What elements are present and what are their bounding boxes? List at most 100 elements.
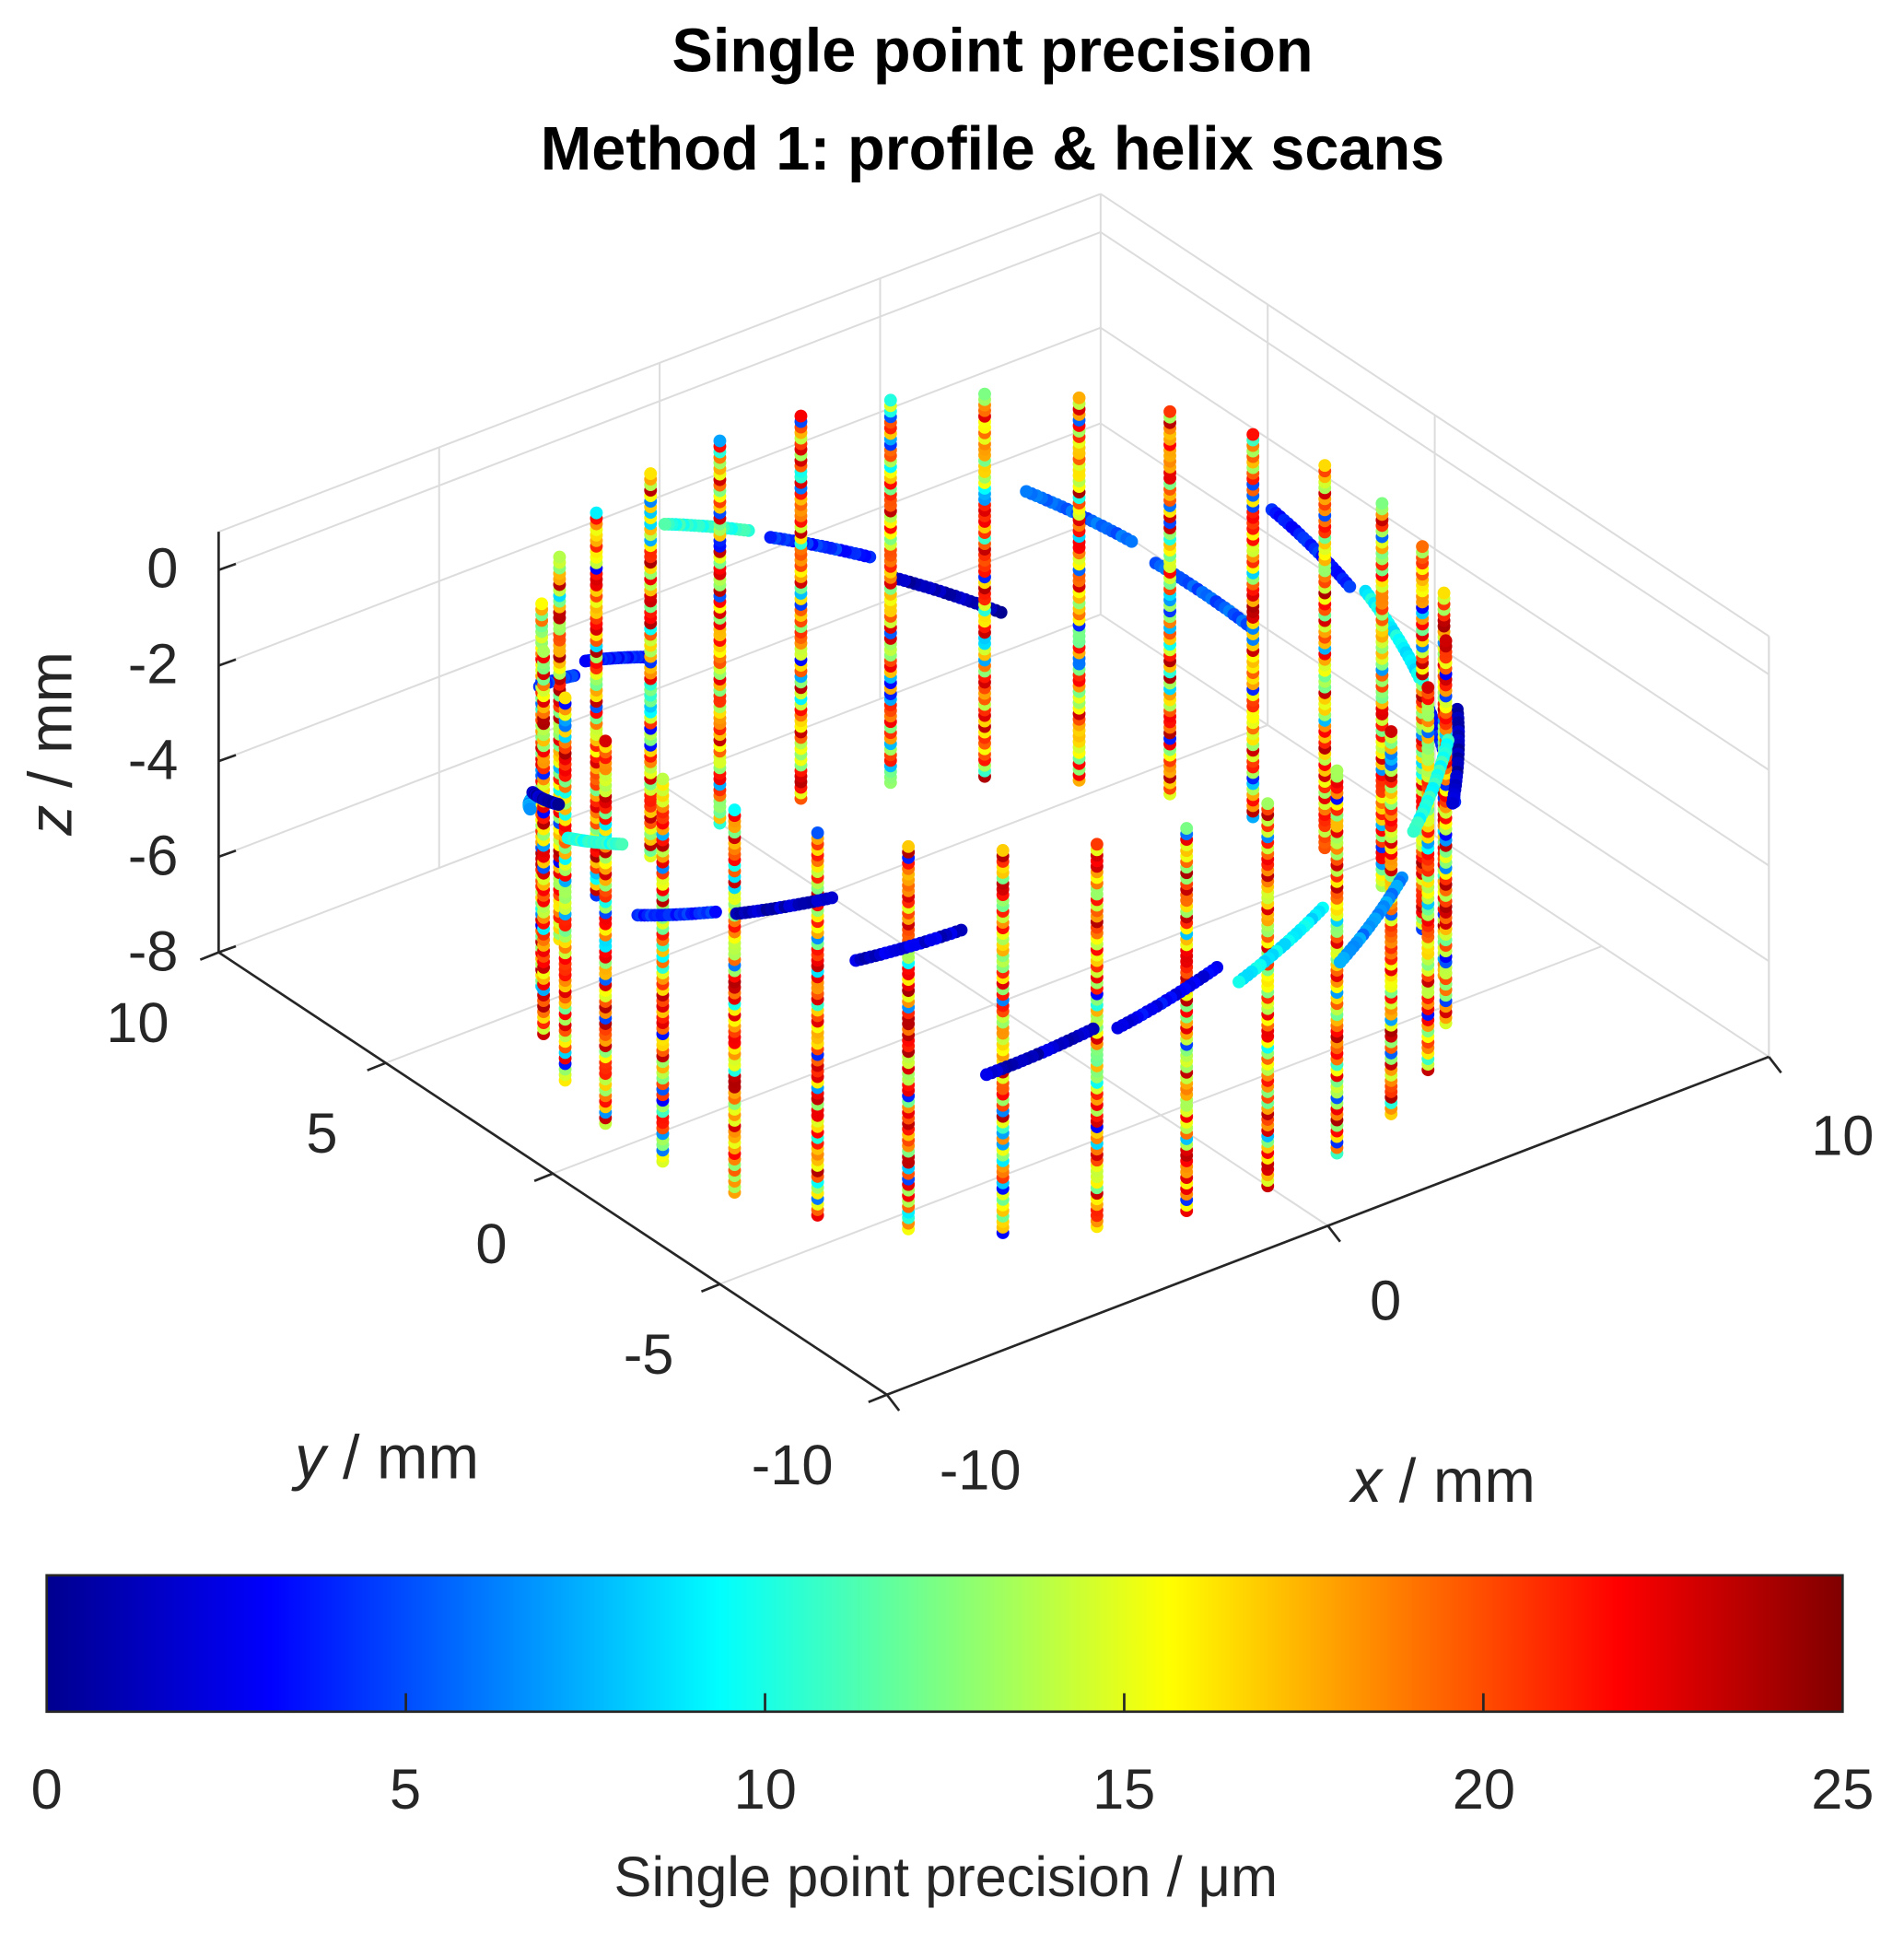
z-tick-labels: 0 -2 -4 -6 -8 bbox=[128, 536, 179, 983]
z-axis-tick bbox=[217, 658, 237, 667]
data-point bbox=[1343, 580, 1357, 593]
x-tick-labels: -10 0 10 bbox=[940, 1104, 1875, 1502]
data-point bbox=[1072, 391, 1086, 404]
data-point bbox=[811, 826, 824, 839]
data-point bbox=[794, 409, 808, 423]
x-axis-var: x bbox=[1349, 1447, 1384, 1516]
data-point bbox=[902, 839, 916, 853]
data-point bbox=[978, 387, 991, 401]
floor-grid-line bbox=[659, 782, 1329, 1227]
data-point bbox=[658, 517, 672, 531]
x-axis-tick bbox=[885, 1393, 901, 1412]
y-tick-label: 5 bbox=[306, 1101, 337, 1165]
z-axis-unit: / mm bbox=[17, 651, 85, 805]
data-point bbox=[1111, 1021, 1125, 1035]
x-tick-label: 0 bbox=[1370, 1268, 1401, 1331]
data-point bbox=[996, 844, 1010, 857]
y-tick-label: -5 bbox=[624, 1322, 674, 1386]
y-tick-label: 0 bbox=[475, 1212, 507, 1275]
z-axis-label: z / mm bbox=[17, 651, 85, 837]
data-point bbox=[1090, 838, 1104, 851]
data-point bbox=[1446, 796, 1459, 810]
colorbar-tick-label: 10 bbox=[734, 1757, 797, 1821]
data-point bbox=[523, 802, 537, 816]
box-edge bbox=[218, 193, 1102, 533]
data-point bbox=[1163, 404, 1177, 418]
y-axis-tick bbox=[700, 1283, 720, 1293]
colorbar-tick-label: 0 bbox=[31, 1757, 63, 1821]
data-point bbox=[1439, 634, 1453, 648]
y-tick-label: 10 bbox=[106, 990, 169, 1054]
data-point bbox=[1318, 459, 1332, 473]
data-point bbox=[1375, 497, 1389, 510]
colorbar-gradient bbox=[45, 1574, 1844, 1714]
data-point bbox=[558, 691, 572, 705]
data-point bbox=[615, 838, 629, 851]
data-point bbox=[708, 905, 722, 919]
data-point bbox=[1125, 534, 1139, 548]
data-point bbox=[713, 434, 727, 448]
data-point bbox=[1246, 428, 1260, 441]
data-point bbox=[980, 1068, 993, 1082]
z-tick-label: -2 bbox=[128, 632, 179, 696]
data-point bbox=[537, 645, 551, 659]
x-axis-line bbox=[886, 1055, 1770, 1396]
y-tick-labels: 10 5 0 -5 -10 bbox=[106, 990, 833, 1496]
data-point bbox=[825, 891, 839, 905]
colorbar-ticks bbox=[404, 1693, 1485, 1712]
chart-title-line2: Method 1: profile & helix scans bbox=[541, 115, 1445, 183]
z-axis-tick bbox=[217, 562, 237, 571]
data-point bbox=[1384, 725, 1398, 738]
data-point bbox=[1421, 681, 1435, 695]
data-point bbox=[644, 467, 658, 481]
z-tick-label: -8 bbox=[128, 920, 179, 983]
y-axis-unit: / mm bbox=[325, 1423, 479, 1492]
data-point bbox=[1416, 540, 1430, 554]
data-point bbox=[553, 550, 567, 564]
y-axis-label: y / mm bbox=[291, 1423, 479, 1492]
data-point bbox=[764, 531, 777, 545]
y-axis-tick bbox=[199, 951, 219, 961]
z-axis-tick bbox=[217, 944, 237, 954]
chart-title-line1: Single point precision bbox=[672, 18, 1313, 86]
data-point bbox=[1180, 822, 1194, 836]
z-tick-label: 0 bbox=[146, 536, 178, 600]
data-point bbox=[1330, 764, 1344, 778]
data-point bbox=[883, 393, 897, 407]
data-point bbox=[578, 654, 592, 668]
z-axis-tick bbox=[217, 754, 237, 763]
colorbar: 0 5 10 15 20 25 Single point precision /… bbox=[31, 1574, 1874, 1908]
z-axis-var: z bbox=[17, 805, 85, 837]
y-axis-tick bbox=[868, 1393, 888, 1403]
x-tick-label: -10 bbox=[940, 1437, 1022, 1501]
colorbar-tick-label: 20 bbox=[1453, 1757, 1515, 1821]
data-point bbox=[535, 597, 549, 611]
z-axis-tick bbox=[217, 849, 237, 859]
data-points bbox=[522, 387, 1466, 1239]
x-axis-tick bbox=[1768, 1056, 1782, 1074]
data-point bbox=[1437, 586, 1451, 600]
colorbar-label: Single point precision / μm bbox=[614, 1845, 1279, 1908]
y-tick-label: -10 bbox=[752, 1433, 834, 1496]
x-tick-label: 10 bbox=[1811, 1104, 1874, 1167]
data-point bbox=[599, 734, 613, 748]
x-axis-tick bbox=[1326, 1224, 1341, 1243]
grid-lines bbox=[217, 193, 1770, 1396]
x-axis-label: x / mm bbox=[1349, 1447, 1536, 1516]
colorbar-tick-label: 5 bbox=[390, 1757, 421, 1821]
z-tick-label: -6 bbox=[128, 824, 179, 887]
data-point bbox=[1020, 485, 1034, 498]
y-axis-line bbox=[217, 951, 888, 1396]
z-tick-label: -4 bbox=[128, 728, 179, 791]
data-point bbox=[1261, 797, 1275, 811]
data-point bbox=[656, 772, 670, 786]
data-point bbox=[1333, 955, 1347, 969]
data-point bbox=[590, 506, 603, 520]
data-point bbox=[924, 933, 938, 947]
box-edge bbox=[1100, 193, 1770, 638]
data-point bbox=[1407, 825, 1420, 838]
y-axis-tick bbox=[367, 1061, 387, 1072]
colorbar-tick-label: 25 bbox=[1811, 1757, 1874, 1821]
y-axis-var: y bbox=[291, 1423, 329, 1492]
